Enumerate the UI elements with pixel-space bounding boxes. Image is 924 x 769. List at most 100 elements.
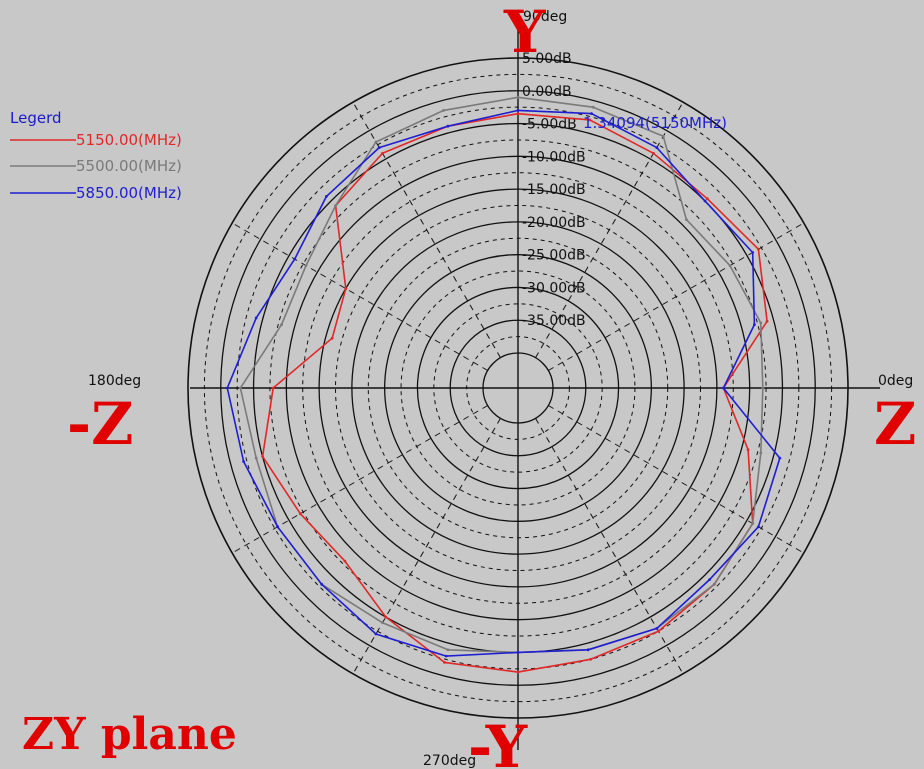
series-layer <box>225 95 782 674</box>
series-point-2 <box>757 525 760 529</box>
angle-label-180: 180deg <box>88 373 141 389</box>
series-point-2 <box>320 582 324 586</box>
radial-tick-label: -10.00dB <box>522 149 586 165</box>
series-point-2 <box>446 124 450 128</box>
series-point-0 <box>652 151 655 155</box>
angle-label-90: 90deg <box>523 9 567 25</box>
angle-label-0: 0deg <box>878 373 913 389</box>
radial-tick-label: -20.00dB <box>522 215 586 231</box>
radial-tick-label: -35.00dB <box>522 313 586 329</box>
series-point-1 <box>280 323 283 326</box>
series-point-0 <box>765 319 769 323</box>
series-point-2 <box>751 251 755 254</box>
series-line-2 <box>226 109 781 657</box>
series-point-2 <box>374 632 378 636</box>
series-point-1 <box>661 134 665 138</box>
radial-tick-label: 5.00dB <box>522 51 572 67</box>
series-point-1 <box>759 321 763 325</box>
series-point-2 <box>590 112 593 115</box>
series-point-1 <box>728 264 732 267</box>
angle-label-270: 270deg <box>423 753 476 769</box>
series-point-1 <box>759 451 763 455</box>
spoke-line <box>231 405 488 554</box>
series-point-1 <box>381 621 384 625</box>
spoke-line <box>231 222 488 371</box>
series-point-0 <box>705 197 709 201</box>
series-point-2 <box>753 323 756 326</box>
series-point-1 <box>761 386 765 390</box>
spoke-line <box>352 101 501 358</box>
series-point-1 <box>334 204 337 208</box>
series-point-2 <box>655 146 659 150</box>
plane-title: ZY plane <box>22 709 237 760</box>
series-point-2 <box>293 257 297 261</box>
series-point-2 <box>655 627 659 630</box>
series-point-0 <box>589 657 593 661</box>
spoke-line <box>535 101 684 358</box>
series-line-1 <box>239 96 764 654</box>
series-point-0 <box>588 118 592 122</box>
series-point-1 <box>685 218 688 222</box>
series-point-0 <box>657 629 660 633</box>
series-point-2 <box>586 648 590 652</box>
legend-title: Legerd <box>10 109 62 127</box>
legend-entry-5850: 5850.00(MHz) <box>76 184 182 202</box>
series-point-0 <box>746 448 750 452</box>
series-point-2 <box>722 386 725 390</box>
radial-tick-label: -25.00dB <box>522 248 586 264</box>
series-point-2 <box>276 525 279 529</box>
series-point-1 <box>751 522 755 525</box>
direction-label-minus-y: -Y <box>468 713 528 769</box>
radial-tick-label: -5.00dB <box>522 117 577 133</box>
direction-label-z: Z <box>874 390 916 458</box>
series-point-1 <box>712 582 716 586</box>
spoke-line <box>535 418 684 675</box>
series-point-2 <box>703 199 707 203</box>
series-point-2 <box>778 456 782 460</box>
series-point-0 <box>516 112 520 116</box>
series-point-1 <box>442 109 445 112</box>
direction-label-y: Y <box>503 0 546 66</box>
legend-entry-5150: 5150.00(MHz) <box>76 131 182 149</box>
marker-annotation: 1.34094(5150MHz) <box>583 114 727 132</box>
series-point-2 <box>242 460 246 463</box>
radial-tick-label: 0.00dB <box>522 84 572 100</box>
series-point-0 <box>261 455 264 458</box>
polar-grid: 5.00dB 0.00dB -5.00dB -10.00dB -15.00dB -20.0… <box>187 15 880 750</box>
series-point-0 <box>381 151 384 155</box>
series-point-2 <box>444 654 448 658</box>
series-point-1 <box>374 140 378 144</box>
series-point-1 <box>446 648 450 652</box>
label-layer: Legerd 5150.00(MHz) 5500.00(MHz) 5850.00… <box>10 0 916 769</box>
series-point-2 <box>516 651 520 654</box>
series-point-0 <box>443 661 446 664</box>
series-point-0 <box>271 386 275 390</box>
series-point-0 <box>757 247 760 251</box>
series-point-2 <box>377 146 381 150</box>
series-point-0 <box>298 512 302 516</box>
legend-entry-5500: 5500.00(MHz) <box>76 157 182 175</box>
series-point-1 <box>516 95 520 99</box>
spoke-line <box>352 418 501 675</box>
series-point-1 <box>591 105 595 109</box>
series-point-0 <box>343 559 347 563</box>
series-point-1 <box>239 386 242 390</box>
radial-tick-label: -15.00dB <box>522 182 586 198</box>
radial-tick-label: -30.00dB <box>522 280 586 296</box>
series-point-2 <box>325 195 328 198</box>
spoke-line <box>548 405 805 554</box>
spoke-line <box>548 222 805 371</box>
series-point-1 <box>304 264 308 267</box>
series-point-2 <box>225 386 229 390</box>
series-point-1 <box>254 456 258 460</box>
series-point-0 <box>516 670 520 674</box>
series-point-2 <box>516 109 520 112</box>
series-point-0 <box>344 287 348 290</box>
series-point-2 <box>708 578 711 581</box>
series-point-0 <box>330 336 334 340</box>
series-point-0 <box>384 615 388 619</box>
direction-label-minus-z: -Z <box>67 390 133 458</box>
series-point-2 <box>254 316 258 320</box>
